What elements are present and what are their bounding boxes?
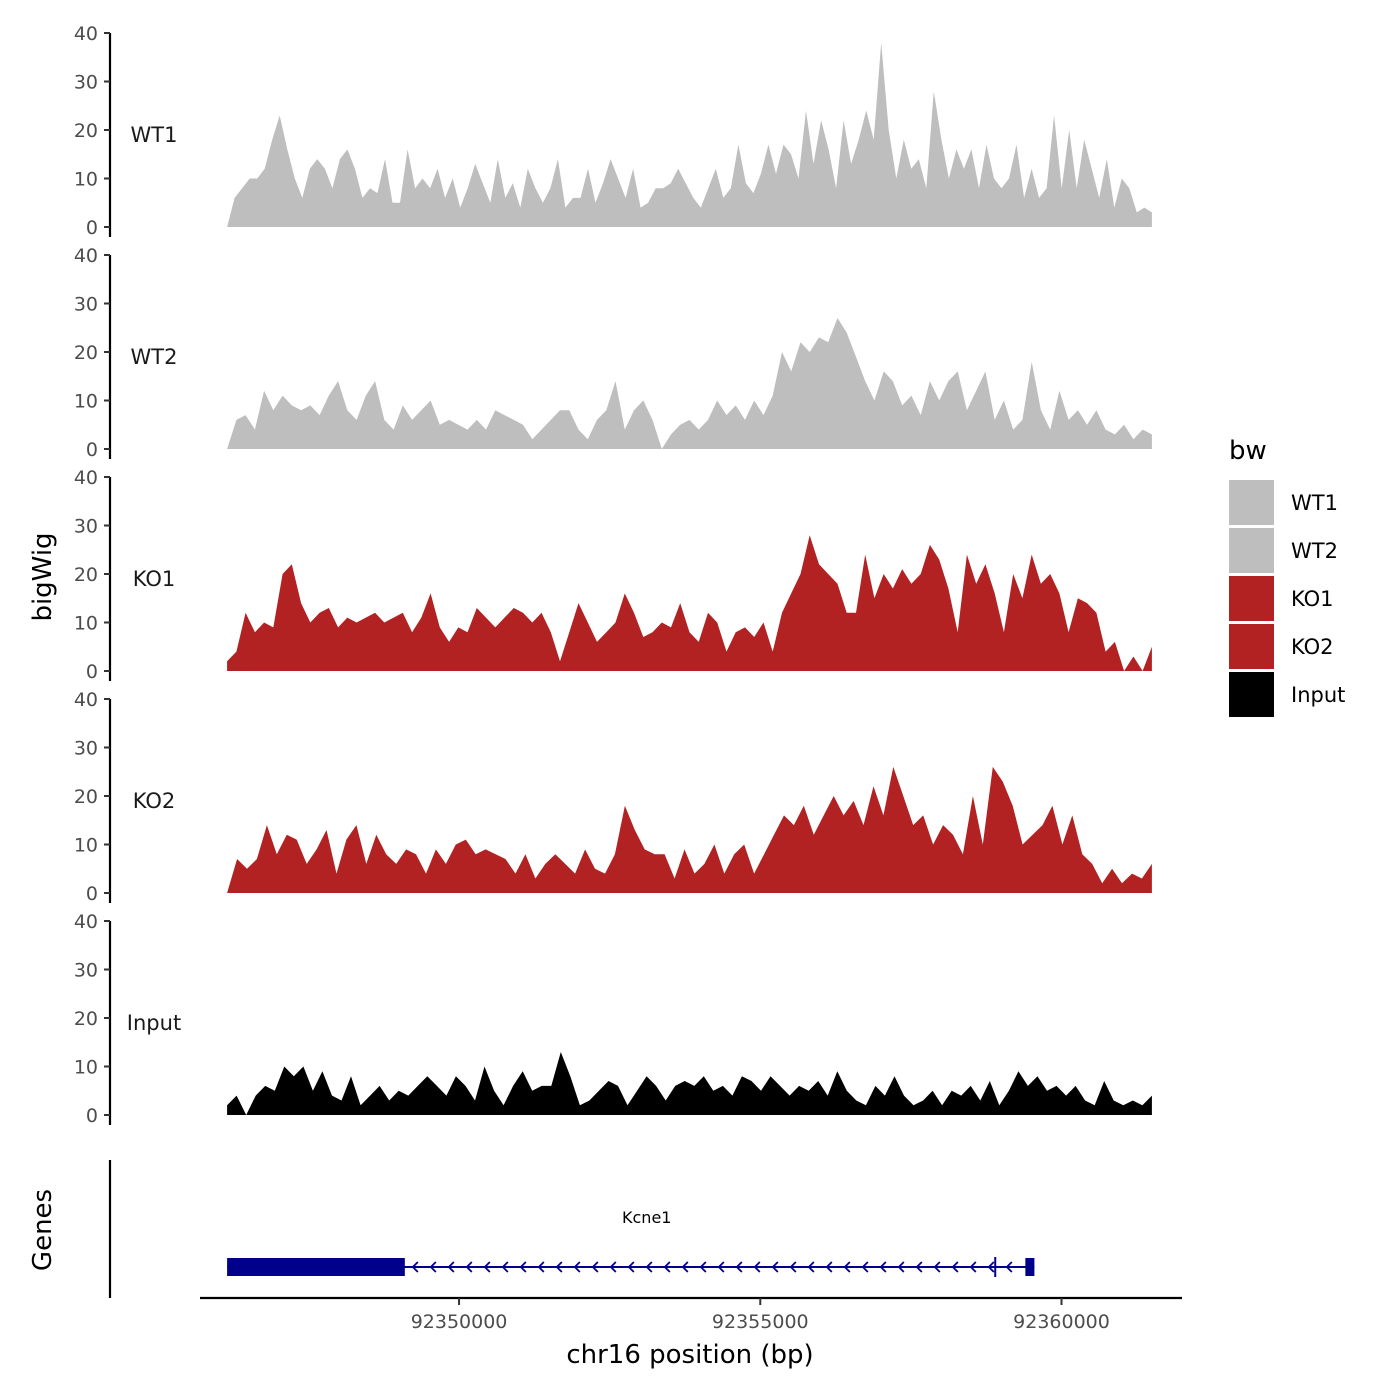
x-tick-label: 92350000 bbox=[411, 1311, 508, 1333]
strand-arrow-icon bbox=[609, 1261, 617, 1273]
legend-swatch-wt1 bbox=[1229, 480, 1274, 525]
gene-name-label: Kcne1 bbox=[622, 1208, 671, 1227]
strand-arrow-icon bbox=[879, 1261, 887, 1273]
strand-arrow-icon bbox=[573, 1261, 581, 1273]
strand-arrow-icon bbox=[501, 1261, 509, 1273]
track-label: WT2 bbox=[131, 345, 178, 369]
strand-arrow-icon bbox=[897, 1261, 905, 1273]
y-axis-title: bigWig bbox=[28, 532, 58, 621]
coverage-area-wt1 bbox=[227, 42, 1152, 228]
strand-arrow-icon bbox=[825, 1261, 833, 1273]
strand-arrow-icon bbox=[519, 1261, 527, 1273]
gene-exon-block bbox=[227, 1258, 405, 1276]
strand-arrow-icon bbox=[915, 1261, 923, 1273]
legend-title: bw bbox=[1229, 436, 1267, 466]
coverage-area-wt2 bbox=[227, 318, 1152, 449]
strand-arrow-icon bbox=[699, 1261, 707, 1273]
y-tick-label: 10 bbox=[74, 391, 98, 413]
legend-label-wt2: WT2 bbox=[1291, 539, 1338, 563]
strand-arrow-icon bbox=[447, 1261, 455, 1273]
strand-arrow-icon bbox=[537, 1261, 545, 1273]
strand-arrow-icon bbox=[843, 1261, 851, 1273]
legend-swatch-ko2 bbox=[1229, 624, 1274, 669]
tracks-layer: 0 10 20 30 40 WT1 0 10 20 30 40 WT2 0 10 20 30 40 KO1 0 10 2… bbox=[74, 23, 1152, 1127]
strand-arrow-icon bbox=[627, 1261, 635, 1273]
x-axis: 92350000 92355000 92360000 bbox=[200, 1296, 1182, 1333]
genes-panel: Kcne1 bbox=[108, 1160, 1035, 1298]
y-tick-label: 0 bbox=[86, 883, 98, 905]
y-tick-label: 0 bbox=[86, 217, 98, 239]
track-panel-wt2: 0 10 20 30 40 WT2 bbox=[74, 245, 1152, 461]
track-label: WT1 bbox=[131, 123, 178, 147]
x-tick-label: 92355000 bbox=[712, 1311, 809, 1333]
strand-arrow-icon bbox=[789, 1261, 797, 1273]
y-tick-label: 20 bbox=[74, 120, 98, 142]
y-tick-label: 30 bbox=[74, 294, 98, 316]
strand-arrow-icon bbox=[969, 1261, 977, 1273]
coverage-area-ko1 bbox=[227, 535, 1152, 671]
y-tick-label: 10 bbox=[74, 1057, 98, 1079]
strand-arrow-icon bbox=[591, 1261, 599, 1273]
y-tick-label: 30 bbox=[74, 516, 98, 538]
strand-arrow-icon bbox=[861, 1261, 869, 1273]
y-tick-label: 40 bbox=[74, 245, 98, 267]
legend-label-ko1: KO1 bbox=[1291, 587, 1334, 611]
coverage-area-ko2 bbox=[227, 766, 1152, 893]
strand-arrow-icon bbox=[411, 1261, 419, 1273]
y-tick-label: 0 bbox=[86, 661, 98, 683]
y-tick-label: 40 bbox=[74, 23, 98, 45]
strand-arrow-icon bbox=[753, 1261, 761, 1273]
y-tick-label: 30 bbox=[74, 960, 98, 982]
track-label: KO1 bbox=[133, 567, 176, 591]
y-tick-label: 20 bbox=[74, 786, 98, 808]
strand-arrow-icon bbox=[429, 1261, 437, 1273]
strand-arrow-icon bbox=[681, 1261, 689, 1273]
legend-label-ko2: KO2 bbox=[1291, 635, 1334, 659]
strand-arrow-icon bbox=[555, 1261, 563, 1273]
legend-swatch-input bbox=[1229, 672, 1274, 717]
strand-arrow-icon bbox=[933, 1261, 941, 1273]
strand-arrow-icon bbox=[663, 1261, 671, 1273]
y-tick-label: 30 bbox=[74, 738, 98, 760]
strand-arrow-icon bbox=[951, 1261, 959, 1273]
track-label: KO2 bbox=[133, 789, 176, 813]
legend-label-wt1: WT1 bbox=[1291, 491, 1338, 515]
gene-exon-block bbox=[1025, 1258, 1035, 1276]
y-tick-label: 40 bbox=[74, 689, 98, 711]
strand-arrow-icon bbox=[987, 1261, 995, 1273]
track-panel-input: 0 10 20 30 40 Input bbox=[74, 911, 1152, 1127]
strand-arrow-icon bbox=[483, 1261, 491, 1273]
track-panel-ko1: 0 10 20 30 40 KO1 bbox=[74, 467, 1152, 683]
y-tick-label: 20 bbox=[74, 564, 98, 586]
y-tick-label: 20 bbox=[74, 342, 98, 364]
y-tick-label: 30 bbox=[74, 72, 98, 94]
strand-arrow-icon bbox=[1005, 1261, 1013, 1273]
genes-axis-title: Genes bbox=[28, 1189, 58, 1271]
y-tick-label: 10 bbox=[74, 835, 98, 857]
track-label: Input bbox=[127, 1011, 181, 1035]
x-axis-title: chr16 position (bp) bbox=[566, 1340, 813, 1370]
coverage-area-input bbox=[227, 1052, 1152, 1115]
y-tick-label: 0 bbox=[86, 439, 98, 461]
y-tick-label: 10 bbox=[74, 169, 98, 191]
strand-arrow-icon bbox=[465, 1261, 473, 1273]
x-tick-label: 92360000 bbox=[1013, 1311, 1110, 1333]
y-tick-label: 40 bbox=[74, 911, 98, 933]
y-tick-label: 20 bbox=[74, 1008, 98, 1030]
legend: bw WT1 WT2 KO1 KO2 Input bbox=[1229, 436, 1345, 717]
track-panel-wt1: 0 10 20 30 40 WT1 bbox=[74, 23, 1152, 239]
y-tick-label: 40 bbox=[74, 467, 98, 489]
legend-swatch-wt2 bbox=[1229, 528, 1274, 573]
track-panel-ko2: 0 10 20 30 40 KO2 bbox=[74, 689, 1152, 905]
y-tick-label: 10 bbox=[74, 613, 98, 635]
legend-label-input: Input bbox=[1291, 683, 1345, 707]
legend-swatch-ko1 bbox=[1229, 576, 1274, 621]
strand-arrow-icon bbox=[735, 1261, 743, 1273]
strand-arrow-icon bbox=[717, 1261, 725, 1273]
strand-arrow-icon bbox=[771, 1261, 779, 1273]
strand-arrow-icon bbox=[645, 1261, 653, 1273]
strand-arrow-icon bbox=[807, 1261, 815, 1273]
y-tick-label: 0 bbox=[86, 1105, 98, 1127]
